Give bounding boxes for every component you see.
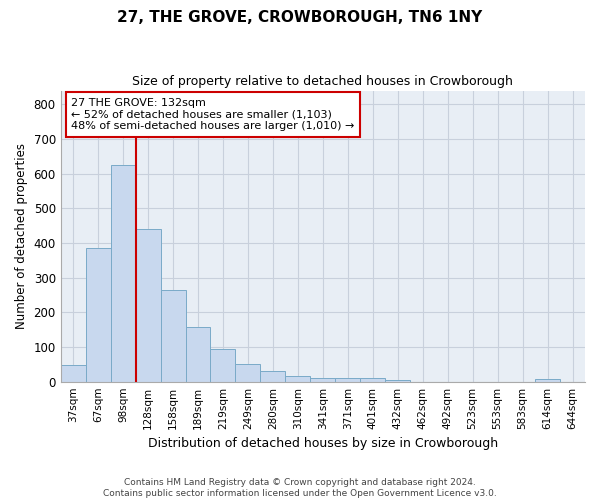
Bar: [385, 380, 410, 382]
Text: 27, THE GROVE, CROWBOROUGH, TN6 1NY: 27, THE GROVE, CROWBOROUGH, TN6 1NY: [118, 10, 482, 25]
Text: 27 THE GROVE: 132sqm
← 52% of detached houses are smaller (1,103)
48% of semi-de: 27 THE GROVE: 132sqm ← 52% of detached h…: [71, 98, 355, 131]
Bar: [235, 364, 260, 382]
Bar: [211, 349, 235, 382]
Bar: [61, 366, 86, 382]
Y-axis label: Number of detached properties: Number of detached properties: [15, 143, 28, 329]
Bar: [310, 378, 335, 382]
Title: Size of property relative to detached houses in Crowborough: Size of property relative to detached ho…: [133, 75, 513, 88]
Bar: [535, 379, 560, 382]
Bar: [110, 165, 136, 382]
Bar: [360, 378, 385, 382]
Text: Contains HM Land Registry data © Crown copyright and database right 2024.
Contai: Contains HM Land Registry data © Crown c…: [103, 478, 497, 498]
Bar: [161, 290, 185, 382]
Bar: [185, 328, 211, 382]
Bar: [86, 248, 110, 382]
Bar: [335, 378, 360, 382]
Bar: [136, 229, 161, 382]
X-axis label: Distribution of detached houses by size in Crowborough: Distribution of detached houses by size …: [148, 437, 498, 450]
Bar: [260, 372, 286, 382]
Bar: [286, 376, 310, 382]
